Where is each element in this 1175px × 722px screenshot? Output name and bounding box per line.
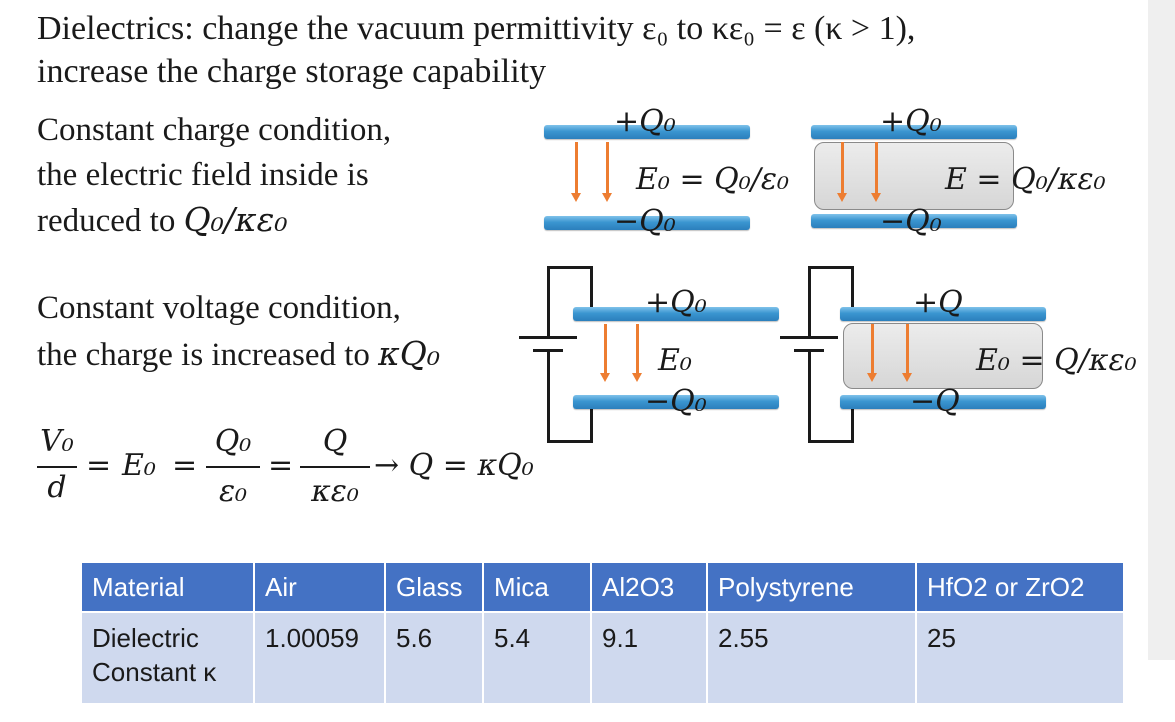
value-glass: 5.6 xyxy=(386,613,482,703)
diagram3-bottom-plate xyxy=(573,395,779,409)
header-al2o3: Al2O3 xyxy=(592,563,706,611)
diagram2-top-plate xyxy=(811,125,1017,139)
diagram4-field-label: E₀ = Q/κε₀ xyxy=(976,343,1137,378)
constant-charge-prefix: reduced to xyxy=(37,203,184,239)
diagram2-dielectric-slab xyxy=(814,142,1014,210)
title-line-2: increase the charge storage capability xyxy=(37,53,547,90)
header-polystyrene: Polystyrene xyxy=(708,563,915,611)
value-hfo2-zro2: 25 xyxy=(917,613,1123,703)
value-polystyrene: 2.55 xyxy=(708,613,915,703)
diagram3-wire-to-bottom-plate xyxy=(590,408,593,443)
diagram4-wire-to-bottom-plate xyxy=(851,408,854,443)
diagram3-top-charge: +Q₀ xyxy=(645,285,707,320)
eq-fraction-bar-2 xyxy=(206,466,260,468)
header-material: Material xyxy=(82,563,253,611)
diagram4-battery-short-plate xyxy=(794,349,824,352)
constant-charge-line-2: the electric field inside is xyxy=(37,157,369,193)
eq-d: d xyxy=(47,470,67,505)
diagram2-field-arrow-2 xyxy=(871,142,881,202)
diagram3-wire-top xyxy=(547,266,592,269)
diagram3-wire-bottom xyxy=(547,440,592,443)
header-air: Air xyxy=(255,563,384,611)
diagram4-wire-to-top-plate xyxy=(851,266,854,310)
diagram1-bottom-charge: −Q₀ xyxy=(614,204,676,239)
diagram3-field-arrow-1 xyxy=(600,324,610,382)
constant-charge-line-3: reduced to Q₀/κε₀ xyxy=(37,200,288,241)
diagram4-field-arrow-2 xyxy=(902,324,912,382)
eq-fraction-bar-3 xyxy=(300,466,370,468)
diagram3-bottom-charge: −Q₀ xyxy=(645,384,707,419)
constant-voltage-prefix: the charge is increased to xyxy=(37,337,379,373)
value-air: 1.00059 xyxy=(255,613,384,703)
value-al2o3: 9.1 xyxy=(592,613,706,703)
constant-voltage-line-2: the charge is increased to κQ₀ xyxy=(37,334,440,375)
diagram3-wire-left-upper xyxy=(547,266,550,336)
diagram2-bottom-charge: −Q₀ xyxy=(880,204,942,239)
diagram2-top-charge: +Q₀ xyxy=(880,104,942,139)
diagram1-top-plate xyxy=(544,125,750,139)
eq-kappa-eps0: κε₀ xyxy=(311,474,359,509)
header-glass: Glass xyxy=(386,563,482,611)
diagram4-field-arrow-1 xyxy=(867,324,877,382)
constant-charge-line-1: Constant charge condition, xyxy=(37,112,392,148)
constant-charge-field-expression: Q₀/κε₀ xyxy=(183,200,288,239)
diagram2-field-label: E = Q₀/κε₀ xyxy=(945,162,1106,197)
eq-result: → Q = κQ₀ xyxy=(374,448,534,483)
diagram3-field-label: E₀ xyxy=(658,343,692,378)
diagram3-wire-to-top-plate xyxy=(590,266,593,310)
diagram4-top-plate xyxy=(840,307,1046,321)
diagram4-wire-bottom xyxy=(808,440,853,443)
diagram3-wire-left-lower xyxy=(547,352,550,442)
diagram3-battery-long-plate xyxy=(519,336,577,339)
diagram4-bottom-charge: −Q xyxy=(910,384,960,419)
eq-e0: E₀ xyxy=(122,448,156,483)
row-label-line-2: Constant κ xyxy=(92,657,217,687)
diagram4-battery-long-plate xyxy=(780,336,838,339)
diagram3-battery-short-plate xyxy=(533,349,563,352)
constant-voltage-charge-expression: κQ₀ xyxy=(378,334,441,373)
table-header-row: Material Air Glass Mica Al2O3 Polystyren… xyxy=(82,563,1123,611)
diagram1-top-charge: +Q₀ xyxy=(614,104,676,139)
eq-v0: V₀ xyxy=(40,424,74,459)
row-label-dielectric-constant: Dielectric Constant κ xyxy=(82,613,253,703)
diagram1-bottom-plate xyxy=(544,216,750,230)
constant-voltage-line-1: Constant voltage condition, xyxy=(37,290,401,326)
diagram4-wire-left-lower xyxy=(808,352,811,442)
diagram3-field-arrow-2 xyxy=(632,324,642,382)
dielectric-constant-table: Material Air Glass Mica Al2O3 Polystyren… xyxy=(80,561,1125,705)
diagram4-wire-left-upper xyxy=(808,266,811,336)
header-hfo2-zro2: HfO2 or ZrO2 xyxy=(917,563,1123,611)
value-mica: 5.4 xyxy=(484,613,590,703)
diagram1-field-label: E₀ = Q₀/ε₀ xyxy=(636,162,789,197)
eq-equals-1: = xyxy=(86,448,112,483)
eq-eps0: ε₀ xyxy=(218,474,248,509)
header-mica: Mica xyxy=(484,563,590,611)
eq-equals-2: = xyxy=(172,448,198,483)
eq-equals-3: = xyxy=(268,448,294,483)
eq-fraction-bar-1 xyxy=(37,466,77,468)
title-line-1: Dielectrics: change the vacuum permittiv… xyxy=(37,10,916,47)
diagram4-wire-top xyxy=(808,266,853,269)
eq-q0: Q₀ xyxy=(214,424,252,459)
diagram4-bottom-plate xyxy=(840,395,1046,409)
vertical-scrollbar[interactable] xyxy=(1148,0,1175,660)
diagram4-top-charge: +Q xyxy=(913,285,963,320)
eq-q: Q xyxy=(322,424,348,459)
row-label-line-1: Dielectric xyxy=(92,623,199,653)
diagram1-field-arrow-2 xyxy=(602,142,612,202)
diagram1-field-arrow-1 xyxy=(571,142,581,202)
diagram2-field-arrow-1 xyxy=(837,142,847,202)
diagram2-bottom-plate xyxy=(811,214,1017,228)
diagram3-top-plate xyxy=(573,307,779,321)
table-row: Dielectric Constant κ 1.00059 5.6 5.4 9.… xyxy=(82,613,1123,703)
